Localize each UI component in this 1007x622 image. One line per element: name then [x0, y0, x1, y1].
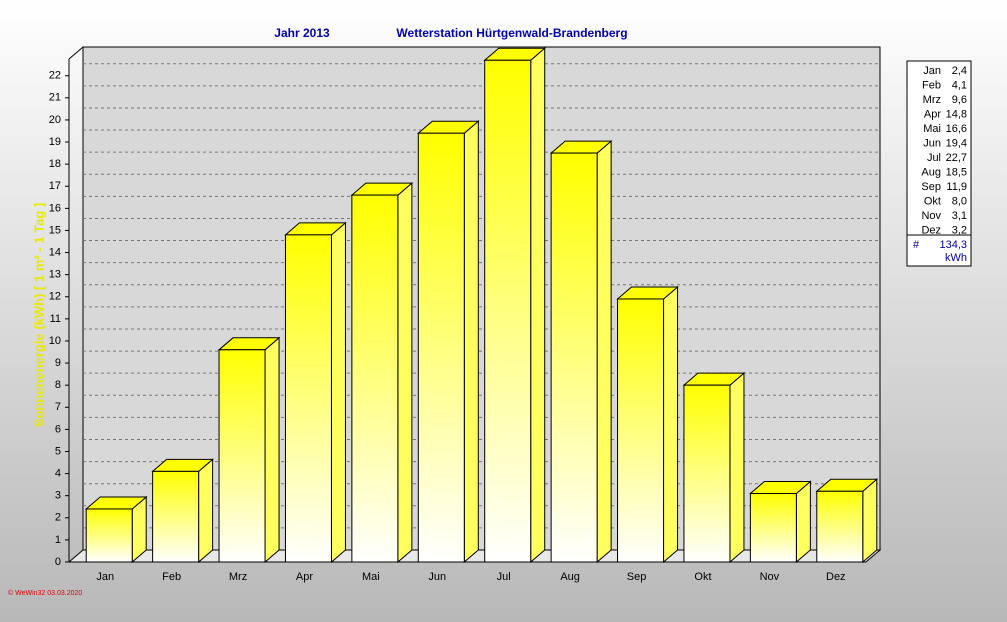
legend-value: 11,9 — [946, 181, 967, 193]
x-tick-label: Sep — [627, 571, 647, 583]
y-tick-label: 2 — [55, 512, 61, 524]
legend-label: Nov — [921, 210, 941, 222]
bar — [816, 490, 864, 563]
y-tick-label: 1 — [55, 534, 61, 546]
bar — [417, 132, 465, 563]
y-axis-label: Sonnenenergie (kWh) [ 1 m² - 1 Tag ] — [31, 203, 46, 427]
bar — [550, 152, 598, 563]
legend-label: Jun — [923, 137, 941, 149]
legend-value: 16,6 — [946, 123, 967, 135]
legend-label: Mrz — [923, 94, 941, 106]
legend-value: 19,4 — [946, 137, 967, 149]
y-tick-label: 5 — [55, 445, 61, 457]
y-tick-label: 18 — [49, 158, 61, 170]
legend-value: 8,0 — [952, 195, 967, 207]
legend-label: Sep — [921, 181, 941, 193]
legend-value: 4,1 — [952, 79, 967, 91]
y-tick-label: 4 — [55, 467, 61, 479]
y-tick-label: 6 — [55, 423, 61, 435]
y-tick-label: 10 — [49, 335, 61, 347]
y-tick-label: 13 — [49, 269, 61, 281]
legend-value: 18,5 — [946, 166, 967, 178]
chart-title: Jahr 2013 — [274, 26, 330, 40]
wall-edge — [68, 46, 84, 60]
legend-label: Mai — [923, 123, 941, 135]
legend: Jan 2,4 Feb 4,1 Mrz 9,6 Apr 14,8 Mai 16,6 Jun 19,4 J… — [906, 60, 972, 267]
bar — [152, 470, 200, 563]
y-tick-label: 14 — [49, 246, 61, 258]
y-tick-label: 21 — [49, 92, 61, 104]
bar — [85, 508, 133, 563]
x-tick-label: Mrz — [229, 571, 247, 583]
x-tick-label: Nov — [760, 571, 780, 583]
bar-side — [330, 221, 346, 564]
chart-subtitle: Wetterstation Hürtgenwald-Brandenberg — [396, 26, 627, 40]
legend-value: 14,8 — [946, 108, 967, 120]
legend-label: Dez — [921, 224, 941, 236]
legend-box — [906, 60, 972, 267]
bar-side — [264, 336, 280, 564]
bar — [218, 349, 266, 563]
x-tick-label: Feb — [162, 571, 181, 583]
bar — [617, 298, 665, 563]
bar-side — [397, 182, 413, 564]
x-tick-label: Okt — [694, 571, 711, 583]
legend-label: Jan — [923, 65, 941, 77]
legend-label: Aug — [921, 166, 941, 178]
y-tick-label: 9 — [55, 357, 61, 369]
y-tick-label: 11 — [50, 313, 61, 325]
x-tick-label: Apr — [296, 571, 313, 583]
bar-side — [530, 47, 546, 564]
x-tick-label: Jun — [428, 571, 446, 583]
y-tick-label: 16 — [49, 202, 61, 214]
footer: © WeWin32 03.03.2020 — [8, 589, 82, 597]
x-tick-label: Jul — [497, 571, 511, 583]
bar-side — [663, 285, 679, 564]
y-tick-label: 7 — [55, 401, 61, 413]
y-tick-label: 19 — [49, 136, 61, 148]
bar — [683, 384, 731, 563]
y-tick-label: 12 — [49, 291, 61, 303]
y-tick-label: 3 — [55, 490, 61, 502]
y-tick-label: 15 — [49, 224, 61, 236]
bar-side — [596, 140, 612, 564]
legend-label: Jul — [927, 152, 941, 164]
x-tick-label: Dez — [826, 571, 846, 583]
legend-value: 22,7 — [946, 152, 967, 164]
bar-side — [795, 480, 811, 564]
bar — [284, 234, 332, 563]
x-tick-label: Mai — [362, 571, 380, 583]
bar — [484, 59, 532, 563]
total-unit: kWh — [945, 252, 967, 264]
bar-side — [729, 372, 745, 564]
legend-value: 2,4 — [952, 65, 967, 77]
y-tick-label: 20 — [49, 114, 61, 126]
bar-side — [198, 458, 214, 564]
total-marker: # — [913, 239, 920, 251]
x-tick-label: Jan — [96, 571, 114, 583]
y-tick-label: 8 — [55, 379, 61, 391]
x-tick-label: Aug — [560, 571, 580, 583]
legend-label: Okt — [924, 195, 941, 207]
y-tick-label: 22 — [49, 70, 61, 82]
total-value: 134,3 — [939, 239, 967, 251]
bar-side — [463, 120, 479, 564]
y-tick-label: 17 — [49, 180, 61, 192]
legend-value: 3,2 — [952, 224, 967, 236]
legend-value: 3,1 — [952, 210, 967, 222]
legend-value: 9,6 — [952, 94, 967, 106]
legend-label: Feb — [922, 79, 941, 91]
bar-side — [862, 478, 878, 564]
bar — [749, 492, 797, 563]
bar — [351, 194, 399, 563]
legend-label: Apr — [924, 108, 941, 120]
y-tick-label: 0 — [55, 556, 61, 568]
